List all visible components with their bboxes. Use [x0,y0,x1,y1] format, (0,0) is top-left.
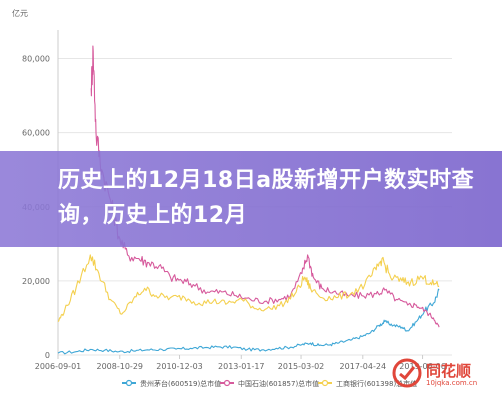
legend-marker [125,379,133,387]
x-tick-label: 2008-10-29 [97,362,144,371]
y-tick-label: 20,000 [22,277,50,286]
series-line [57,254,440,322]
x-tick-label: 2006-09-01 [35,362,82,371]
watermark: 同花顺 10jqka.com.cn [392,356,488,396]
x-tick-label: 2013-01-17 [218,362,265,371]
x-tick-label: 2019-06-06 [399,362,446,371]
y-unit-label: 亿元 [12,8,28,18]
y-tick-label: 60,000 [22,129,50,138]
series-line [57,288,440,355]
legend-label: 贵州茅台(600519)总市值 [140,379,221,388]
watermark-brand: 同花顺 [426,362,472,380]
legend: 贵州茅台(600519)总市值 中国石油(601857)总市值 工商银行(60139… [122,379,417,388]
legend-marker [321,379,329,387]
y-tick-label: 80,000 [22,55,50,64]
brand-logo-icon [392,358,422,388]
watermark-url: 10jqka.com.cn [426,379,478,387]
banner-title: 历史上的12月18日a股新增开户数实时查询，历史上的12月 [58,168,475,228]
legend-label: 工商银行(601398)总市值 [336,379,417,388]
x-tick-label: 2010-12-03 [156,362,203,371]
legend-marker [223,379,231,387]
y-tick-label: 0 [45,351,50,360]
x-tick-label: 2015-03-02 [278,362,325,371]
legend-label: 中国石油(601857)总市值 [238,379,319,388]
title-banner [0,151,502,247]
x-tick-label: 2017-04-24 [340,362,387,371]
